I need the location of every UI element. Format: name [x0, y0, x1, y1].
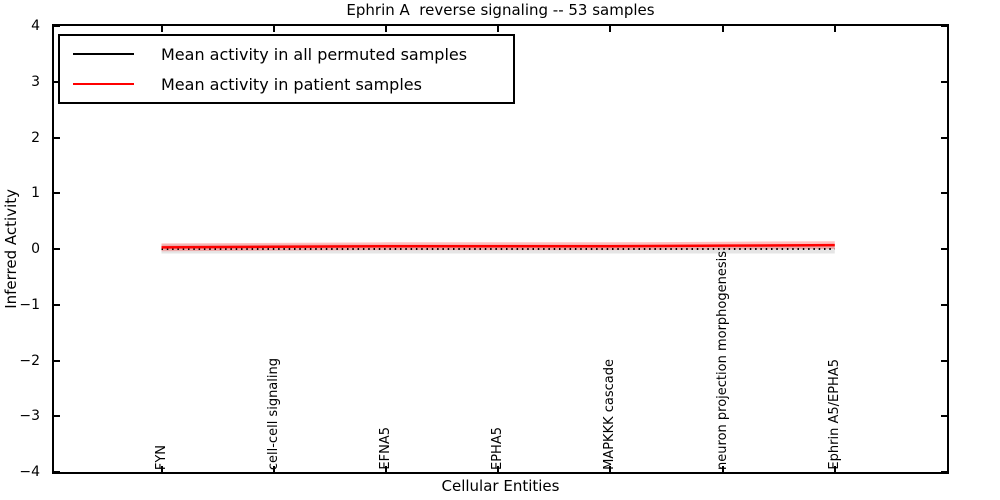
- x-category-label: EPHA5: [490, 427, 506, 470]
- chart-title: Ephrin A reverse signaling -- 53 samples: [346, 1, 655, 19]
- y-tick-mark: [54, 136, 60, 139]
- x-tick-mark: [721, 466, 724, 472]
- y-tick-mark: [54, 471, 60, 473]
- x-tick-mark: [272, 466, 275, 472]
- y-tick-label: 1: [31, 185, 40, 202]
- y-tick-label: 2: [31, 129, 40, 146]
- y-tick-mark: [54, 248, 60, 250]
- y-tick-mark: [54, 25, 60, 27]
- y-tick-mark: [54, 415, 60, 418]
- x-axis-title: Cellular Entities: [441, 477, 560, 495]
- x-tick-mark: [160, 26, 163, 32]
- y-tick-label: 0: [31, 241, 40, 257]
- y-tick-label: −4: [19, 464, 40, 480]
- x-tick-mark: [497, 26, 500, 32]
- plot-canvas: [161, 241, 835, 254]
- x-tick-mark: [609, 26, 612, 32]
- y-tick-label: −2: [19, 352, 40, 369]
- y-tick-label: 3: [31, 73, 40, 90]
- x-category-label: cell-cell signaling: [265, 357, 281, 470]
- x-tick-mark: [497, 466, 500, 472]
- legend-line-sample: [73, 83, 134, 85]
- y-tick-label: 4: [31, 18, 40, 34]
- x-tick-mark: [384, 26, 387, 32]
- y-tick-mark: [941, 471, 947, 473]
- y-tick-mark: [941, 303, 947, 306]
- y-tick-mark: [941, 248, 947, 250]
- x-category-label: FYN: [153, 444, 169, 470]
- x-category-label: EFNA5: [377, 427, 393, 470]
- x-tick-mark: [384, 466, 387, 472]
- y-tick-label: −1: [19, 296, 40, 313]
- y-tick-mark: [54, 303, 60, 306]
- legend-label: Mean activity in patient samples: [161, 74, 422, 94]
- x-tick-mark: [609, 466, 612, 472]
- x-category-label: Ephrin A5/EPHA5: [826, 359, 842, 470]
- y-tick-mark: [941, 80, 947, 83]
- y-tick-mark: [941, 415, 947, 418]
- x-category-label: neuron projection morphogenesis: [714, 251, 730, 470]
- legend-line-sample: [73, 53, 134, 55]
- series-line-1: [161, 243, 835, 249]
- x-tick-mark: [160, 466, 163, 472]
- x-tick-mark: [272, 26, 275, 32]
- legend-label: Mean activity in all permuted samples: [161, 44, 468, 64]
- y-tick-label: −3: [19, 408, 40, 425]
- legend-row: Mean activity in all permuted samples: [60, 39, 513, 69]
- y-tick-mark: [54, 80, 60, 83]
- y-tick-mark: [941, 359, 947, 362]
- x-tick-mark: [833, 26, 836, 32]
- x-tick-mark: [833, 466, 836, 472]
- legend: Mean activity in all permuted samples Mea…: [58, 34, 515, 104]
- y-tick-mark: [941, 136, 947, 139]
- legend-row: Mean activity in patient samples: [60, 69, 513, 99]
- y-tick-mark: [941, 25, 947, 27]
- y-tick-mark: [54, 359, 60, 362]
- y-tick-mark: [941, 192, 947, 195]
- x-tick-mark: [721, 26, 724, 32]
- x-category-label: MAPKKK cascade: [602, 359, 618, 470]
- y-tick-mark: [54, 192, 60, 195]
- y-tick-labels: 4 3 2 1 0 −1 −2 −3 −4: [0, 18, 46, 480]
